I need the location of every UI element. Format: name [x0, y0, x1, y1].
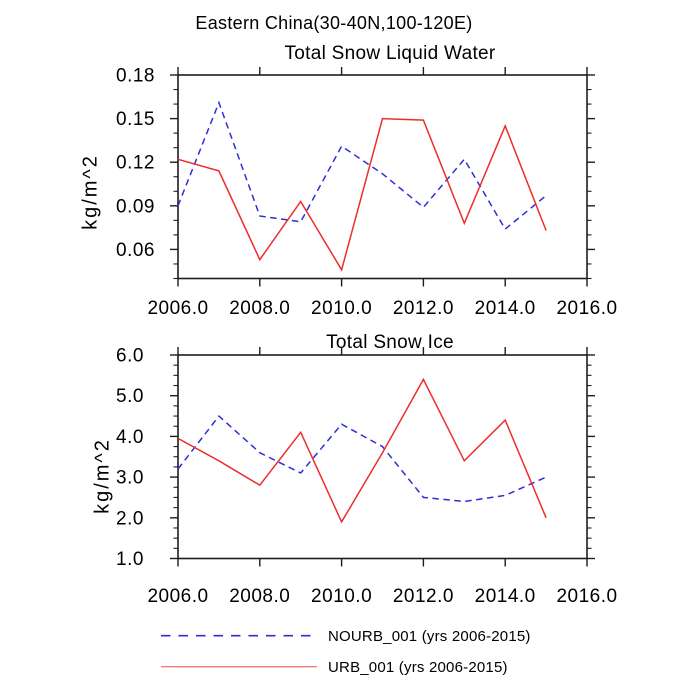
- x-tick-label: 2006.0: [147, 586, 208, 607]
- y-tick-label: 2.0: [116, 508, 144, 529]
- y-tick-label: 0.18: [116, 66, 155, 87]
- y-tick-label: 1.0: [116, 549, 144, 570]
- x-tick-label: 2014.0: [475, 586, 536, 607]
- x-tick-label: 2016.0: [556, 586, 617, 607]
- x-tick-label: 2008.0: [229, 586, 290, 607]
- series-line-NOURB_001: [177, 415, 547, 503]
- chart-plot-0: 2006.0 2008.0 2010.0 2012.0 2014.0 2016.0 0.06…: [116, 66, 617, 320]
- x-tick-label: 2012.0: [393, 298, 454, 319]
- x-tick-label: 2010.0: [311, 586, 372, 607]
- page-title: Eastern China(30-40N,100-120E): [195, 13, 473, 33]
- y-tick-label: 3.0: [116, 468, 144, 489]
- y-tick-label: 0.15: [116, 109, 155, 130]
- y-tick-label: 0.06: [116, 240, 155, 261]
- y-tick-label: 0.12: [116, 153, 155, 174]
- x-tick-label: 2010.0: [311, 298, 372, 319]
- legend-label-urb: URB_001 (yrs 2006-2015): [328, 659, 508, 676]
- x-tick-label: 2008.0: [229, 298, 290, 319]
- chart-title-total-snow-liquid-water: Total Snow Liquid Water: [284, 43, 496, 64]
- x-tick-label: 2012.0: [393, 586, 454, 607]
- series-line-URB_001: [177, 117, 547, 272]
- chart-plot-1: 2006.0 2008.0 2010.0 2012.0 2014.0 2016.0 1.0 2…: [116, 346, 617, 608]
- y-tick-label: 6.0: [116, 346, 144, 367]
- chart-title-total-snow-ice: Total Snow Ice: [326, 332, 454, 353]
- y-tick-label: 0.09: [116, 196, 155, 217]
- y-tick-label: 4.0: [116, 427, 144, 448]
- y-tick-label: 5.0: [116, 386, 144, 407]
- legend-label-nourb: NOURB_001 (yrs 2006-2015): [328, 628, 531, 645]
- x-tick-label: 2006.0: [147, 298, 208, 319]
- plot-frame: [177, 354, 588, 560]
- series-line-NOURB_001: [177, 100, 547, 231]
- x-tick-label: 2016.0: [556, 298, 617, 319]
- series-line-URB_001: [177, 377, 547, 524]
- x-tick-label: 2014.0: [475, 298, 536, 319]
